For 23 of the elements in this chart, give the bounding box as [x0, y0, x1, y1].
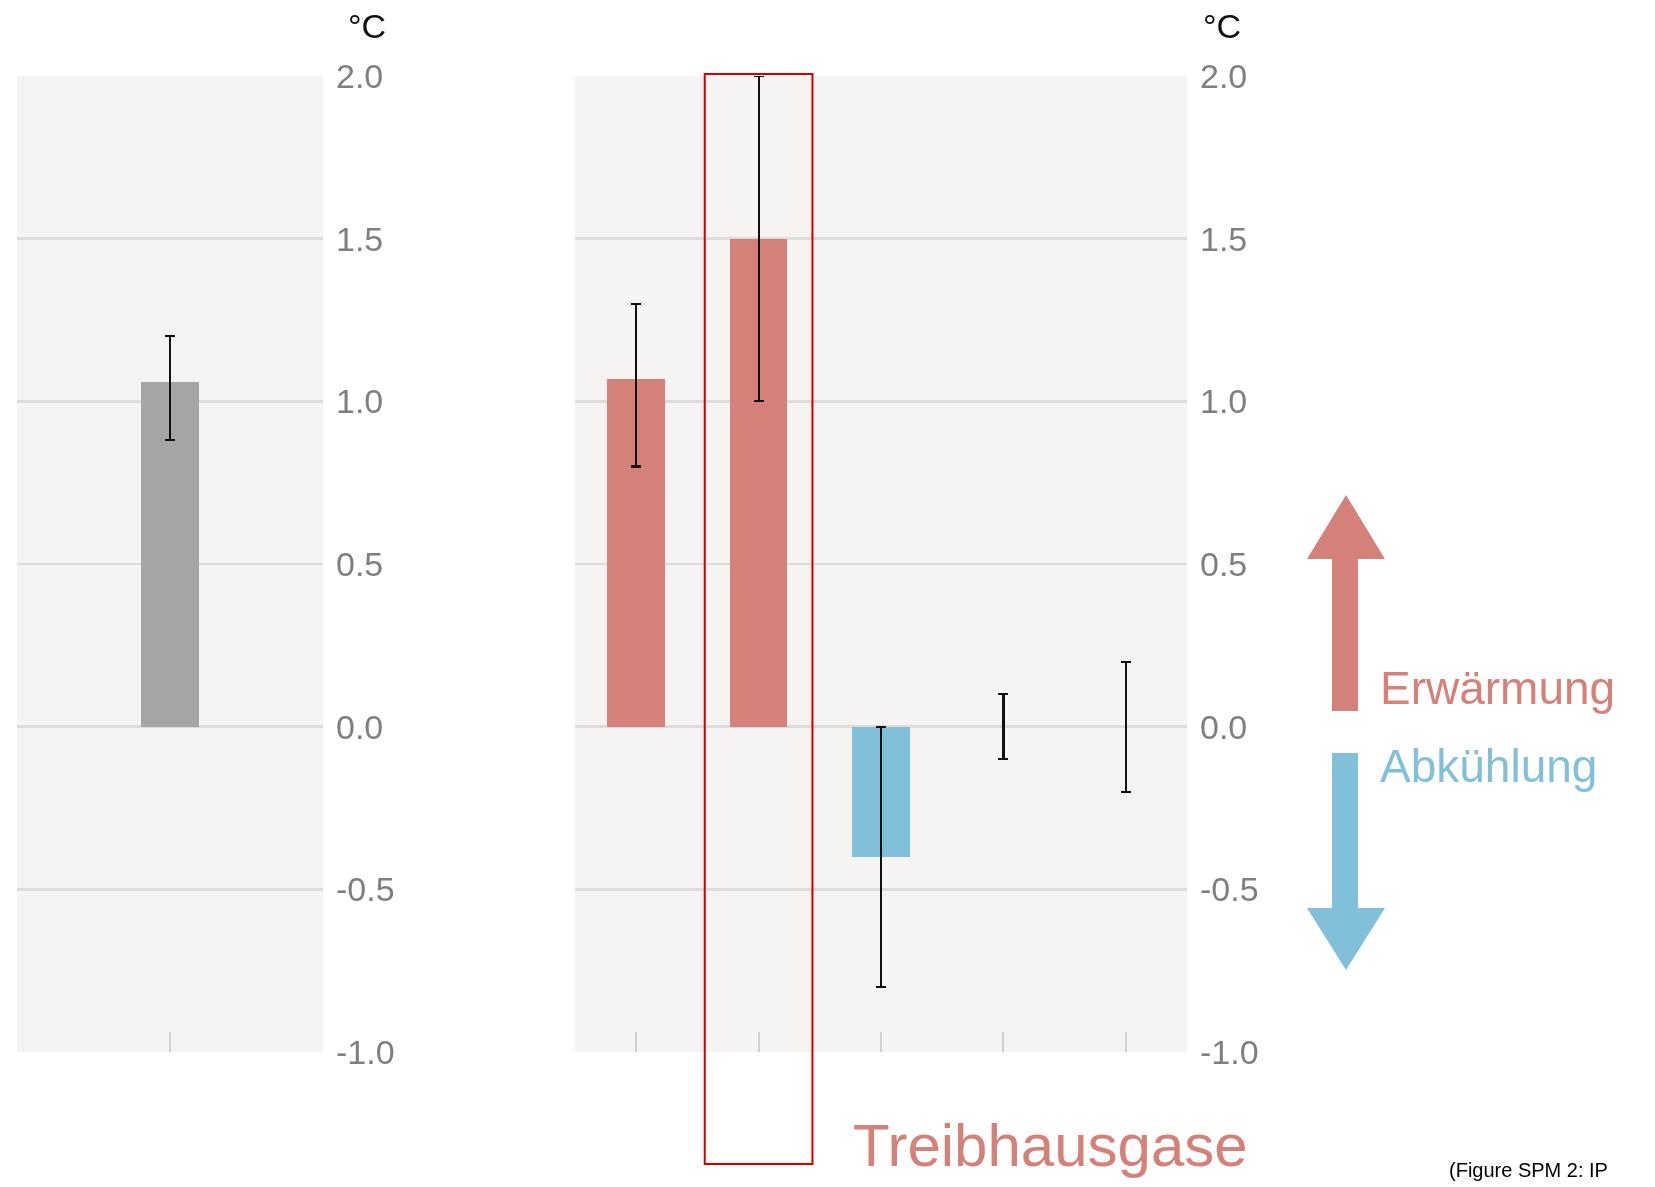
y-tick-label: 1.5: [336, 219, 384, 258]
y-tick-label: 1.0: [336, 382, 384, 421]
text: (Figure SPM 2: IP: [1449, 1159, 1608, 1181]
y-tick-label: 1.0: [1200, 382, 1248, 421]
text: Abkühlung: [1380, 740, 1598, 792]
text: Treibhausgase: [853, 1112, 1248, 1179]
y-tick-label: 0.0: [336, 707, 384, 746]
y-axis-title: °C: [1203, 7, 1242, 45]
y-tick-label: 0.0: [1200, 707, 1248, 746]
text: Erwärmung: [1380, 662, 1616, 714]
y-tick-label: -1.0: [1200, 1032, 1259, 1071]
y-axis-title: °C: [348, 7, 387, 45]
y-tick-label: 1.5: [1200, 219, 1248, 258]
y-tick-label: 0.5: [1200, 544, 1248, 583]
y-tick-label: 2.0: [1200, 56, 1248, 95]
bar: [852, 726, 910, 857]
y-tick-label: -0.5: [336, 870, 395, 909]
y-tick-label: -0.5: [1200, 870, 1259, 909]
y-tick-label: -1.0: [336, 1032, 395, 1071]
bar: [729, 238, 788, 727]
y-tick-label: 0.5: [336, 544, 384, 583]
y-tick-label: 2.0: [336, 56, 384, 95]
bar: [607, 378, 665, 727]
